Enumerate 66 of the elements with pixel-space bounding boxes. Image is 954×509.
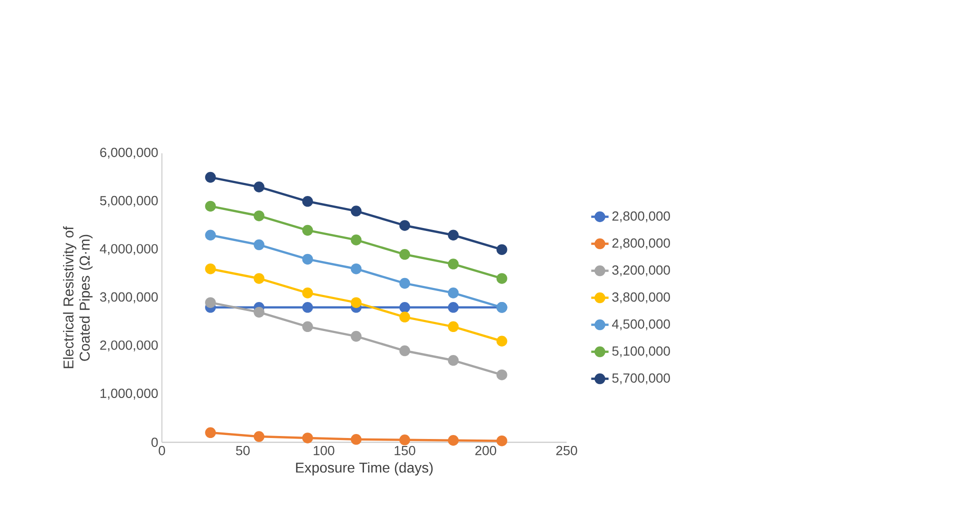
point [302,302,313,313]
point [399,345,410,356]
point [254,273,264,284]
point [350,297,362,308]
point [496,336,508,347]
point [254,431,264,442]
x-tick-label: 250 [556,446,578,456]
point [254,182,264,192]
y-tick-label: 6,000,000 [100,148,158,159]
point [302,288,313,298]
point [448,230,459,241]
legend-label: 4,500,000 [612,319,670,330]
y-tick-label: 1,000,000 [100,388,158,400]
point [302,225,313,236]
point [350,234,362,246]
y-tick-label: 2,000,000 [100,340,158,352]
y-tick-label: 4,000,000 [100,244,158,256]
x-tick-label: 200 [475,446,496,456]
point [350,331,362,342]
point [496,244,508,256]
point [448,288,459,298]
y-tick-label: 5,000,000 [100,196,158,207]
point [496,436,508,446]
point [302,196,313,207]
legend-label: 2,800,000 [612,238,670,250]
point [399,220,410,231]
x-axis-title: Exposure Time (days) [296,462,433,476]
point [254,306,264,318]
y-axis-title: Electrical Resistivity of Coated Pipes (Ω·m) [63,226,93,368]
point [399,249,410,260]
point [254,239,264,250]
legend-label: 3,800,000 [612,292,670,304]
point [350,264,362,274]
point [302,432,313,444]
point [350,206,362,217]
x-tick-label: 50 [236,446,250,456]
point [205,297,216,308]
point [399,278,410,289]
legend-label: 3,200,000 [612,265,670,276]
x-tick-label: 150 [394,446,416,456]
point [302,321,313,332]
point [254,210,264,222]
point [205,427,216,438]
point [205,264,216,274]
point [399,302,410,313]
point [448,258,459,270]
y-tick-label: 3,000,000 [100,292,158,304]
legend-label: 2,800,000 [612,211,670,222]
x-tick-label: 100 [314,446,334,456]
point [448,302,459,313]
point [448,355,459,366]
y-tick-label: 0 [151,438,158,448]
point [448,321,459,332]
point [448,435,459,446]
point [302,254,313,265]
point [205,230,216,241]
point [496,273,508,284]
point [399,434,410,446]
point [399,312,410,323]
point [350,434,362,445]
point [496,370,508,380]
legend-label: 5,700,000 [612,373,670,384]
point [205,172,216,183]
point [205,200,216,212]
x-tick-label: 0 [158,446,166,456]
legend-label: 5,100,000 [612,346,670,358]
